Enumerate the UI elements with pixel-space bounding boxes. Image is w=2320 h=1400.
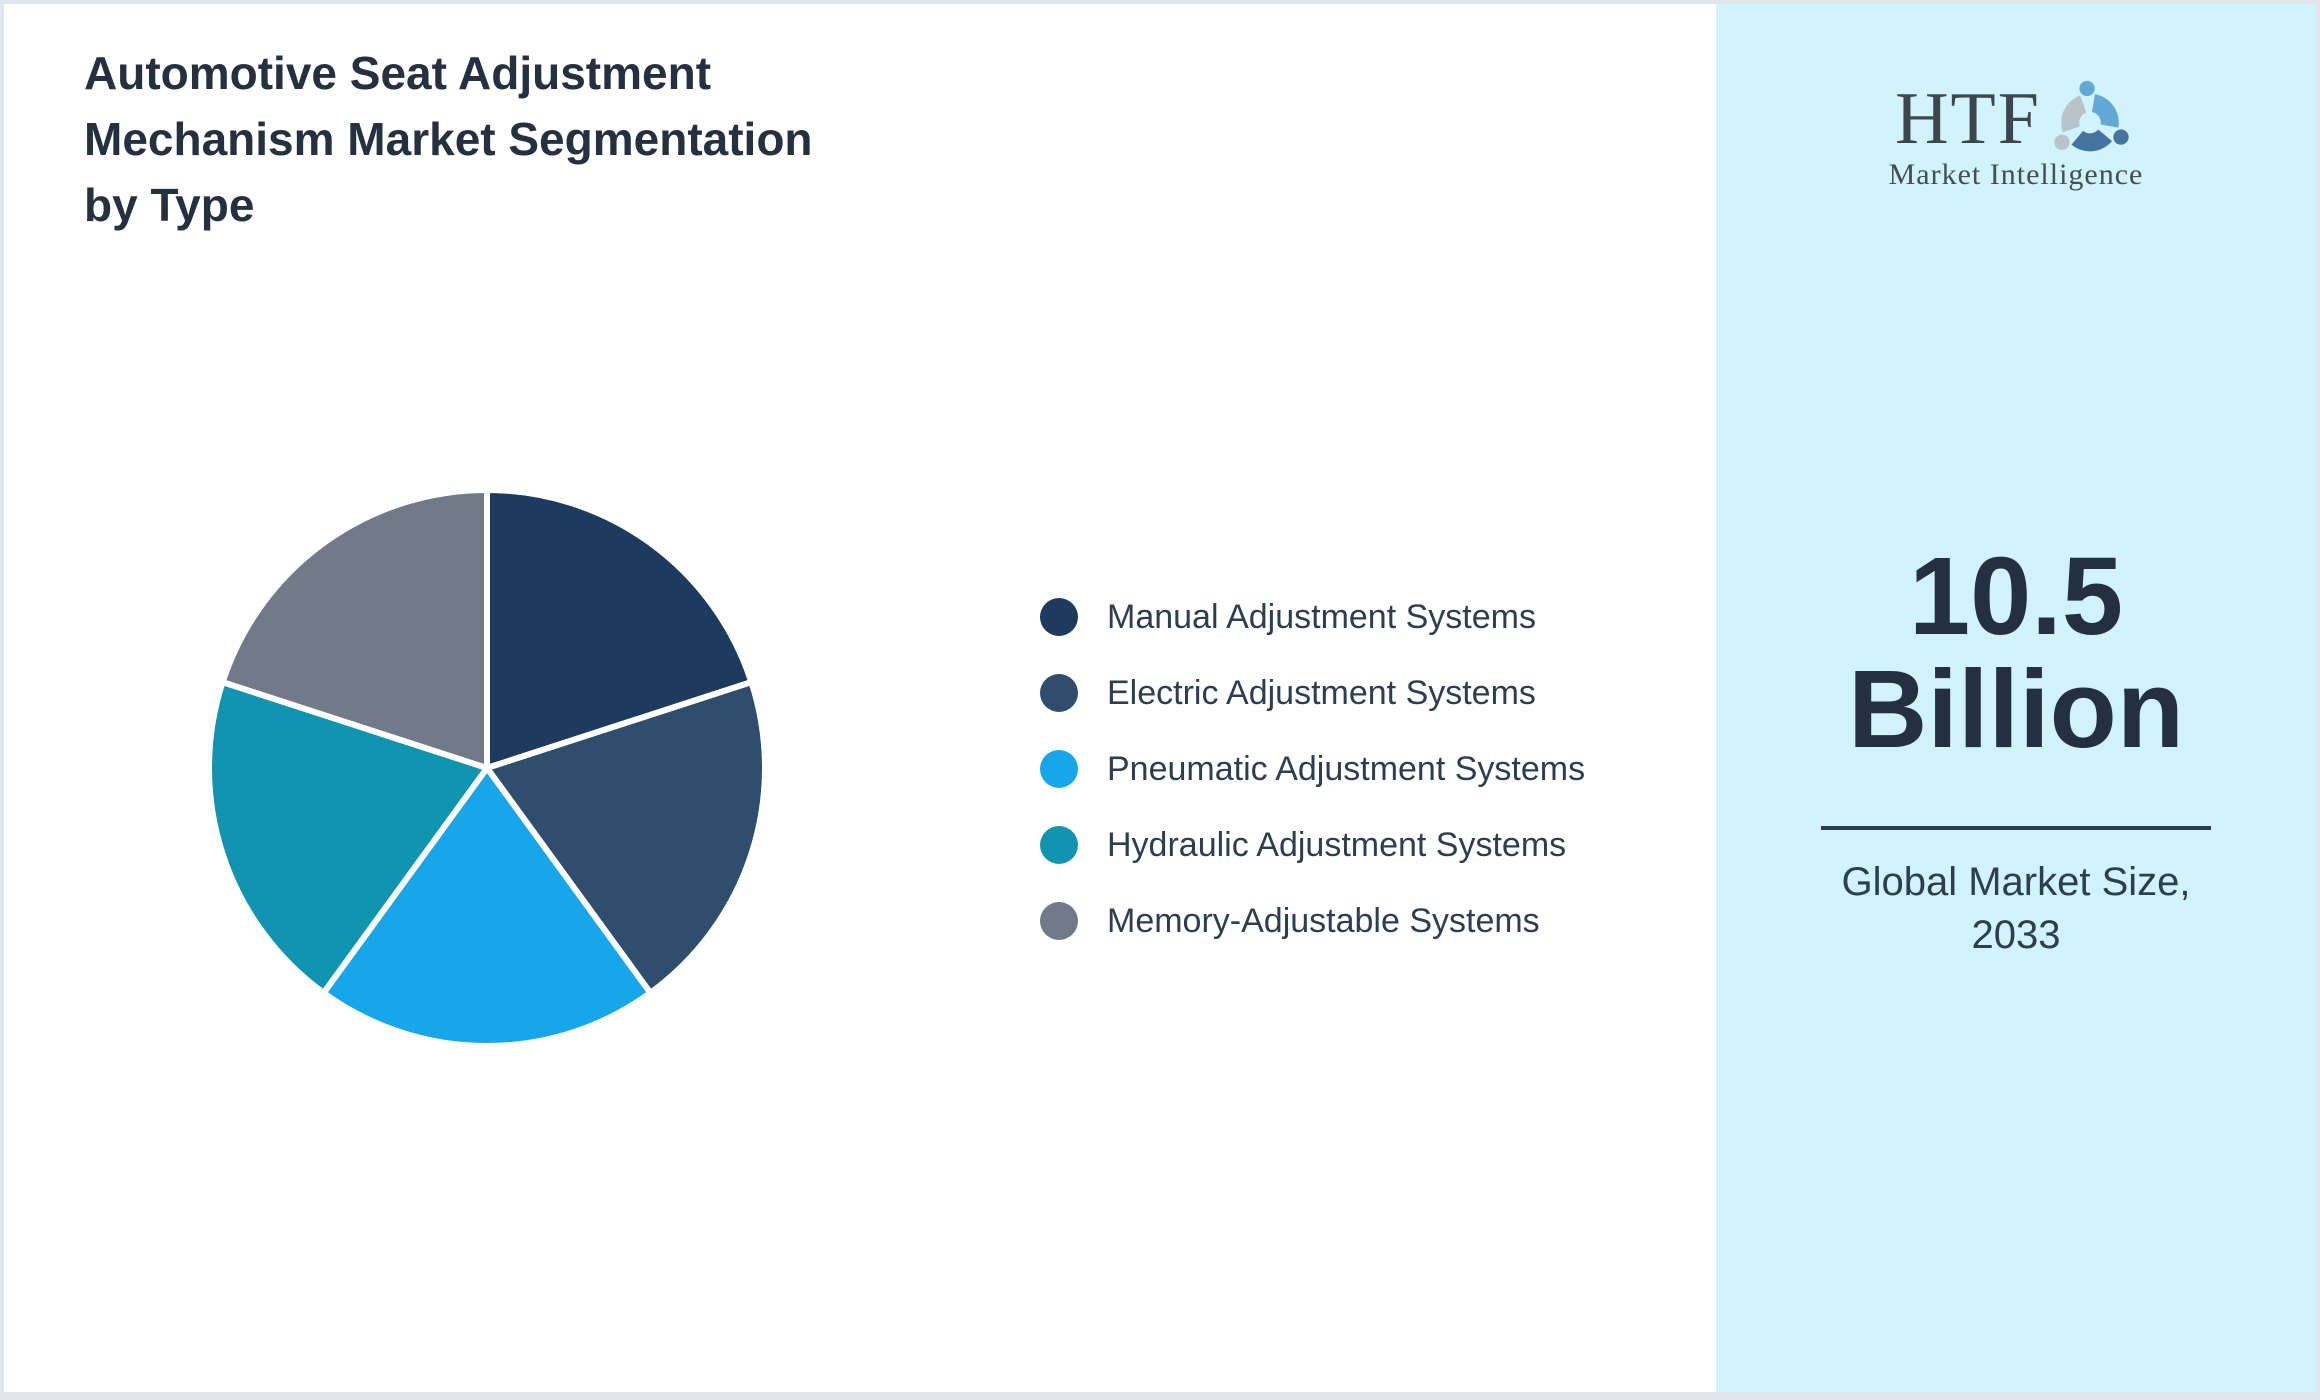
legend-label: Manual Adjustment Systems — [1107, 597, 1536, 636]
logo-row: HTF — [1895, 74, 2137, 164]
logo-swirl-icon — [2054, 80, 2129, 152]
legend-item: Manual Adjustment Systems — [1040, 598, 1585, 636]
pie-slice-4 — [219, 487, 490, 771]
market-size-value: 10.5 Billion — [1847, 535, 2185, 772]
swirl-figure-right — [2071, 129, 2129, 152]
sidebar-panel: HTF Market Intelligence — [1716, 4, 2316, 1392]
legend-label: Hydraulic Adjustment Systems — [1107, 825, 1567, 864]
legend-dot — [1040, 674, 1078, 712]
pie-slice-2 — [320, 765, 654, 1049]
market-size-caption: Global Market Size, 2033 — [1841, 860, 2191, 958]
legend-dot — [1040, 826, 1078, 864]
logo-text: HTF — [1895, 78, 2041, 160]
legend-item: Pneumatic Adjustment Systems — [1040, 750, 1585, 788]
legend-item: Electric Adjustment Systems — [1040, 674, 1585, 712]
htf-logo: HTF Market Intelligence — [1716, 74, 2316, 192]
legend-dot — [1040, 598, 1078, 636]
chart-title: Automotive Seat Adjustment Mechanism Mar… — [84, 47, 813, 231]
legend-item: Hydraulic Adjustment Systems — [1040, 826, 1585, 864]
pie-slice-3 — [206, 679, 490, 996]
swirl-figure-top — [2079, 80, 2119, 128]
chart-area: Automotive Seat Adjustment Mechanism Mar… — [4, 4, 1716, 1392]
divider — [1821, 826, 2211, 830]
legend-item: Memory-Adjustable Systems — [1040, 902, 1585, 940]
legend-dot — [1040, 902, 1078, 940]
pie-chart — [206, 487, 768, 1049]
pie-slice-1 — [484, 679, 768, 996]
legend-dot — [1040, 750, 1078, 788]
legend: Manual Adjustment Systems Electric Adjust… — [1040, 598, 1585, 940]
logo-subtext: Market Intelligence — [1888, 158, 2144, 191]
legend-label: Pneumatic Adjustment Systems — [1107, 749, 1586, 788]
swirl-figure-left — [2054, 95, 2087, 150]
pie-slice-0 — [484, 487, 755, 771]
legend-label: Memory-Adjustable Systems — [1107, 901, 1540, 940]
legend-label: Electric Adjustment Systems — [1107, 673, 1536, 712]
